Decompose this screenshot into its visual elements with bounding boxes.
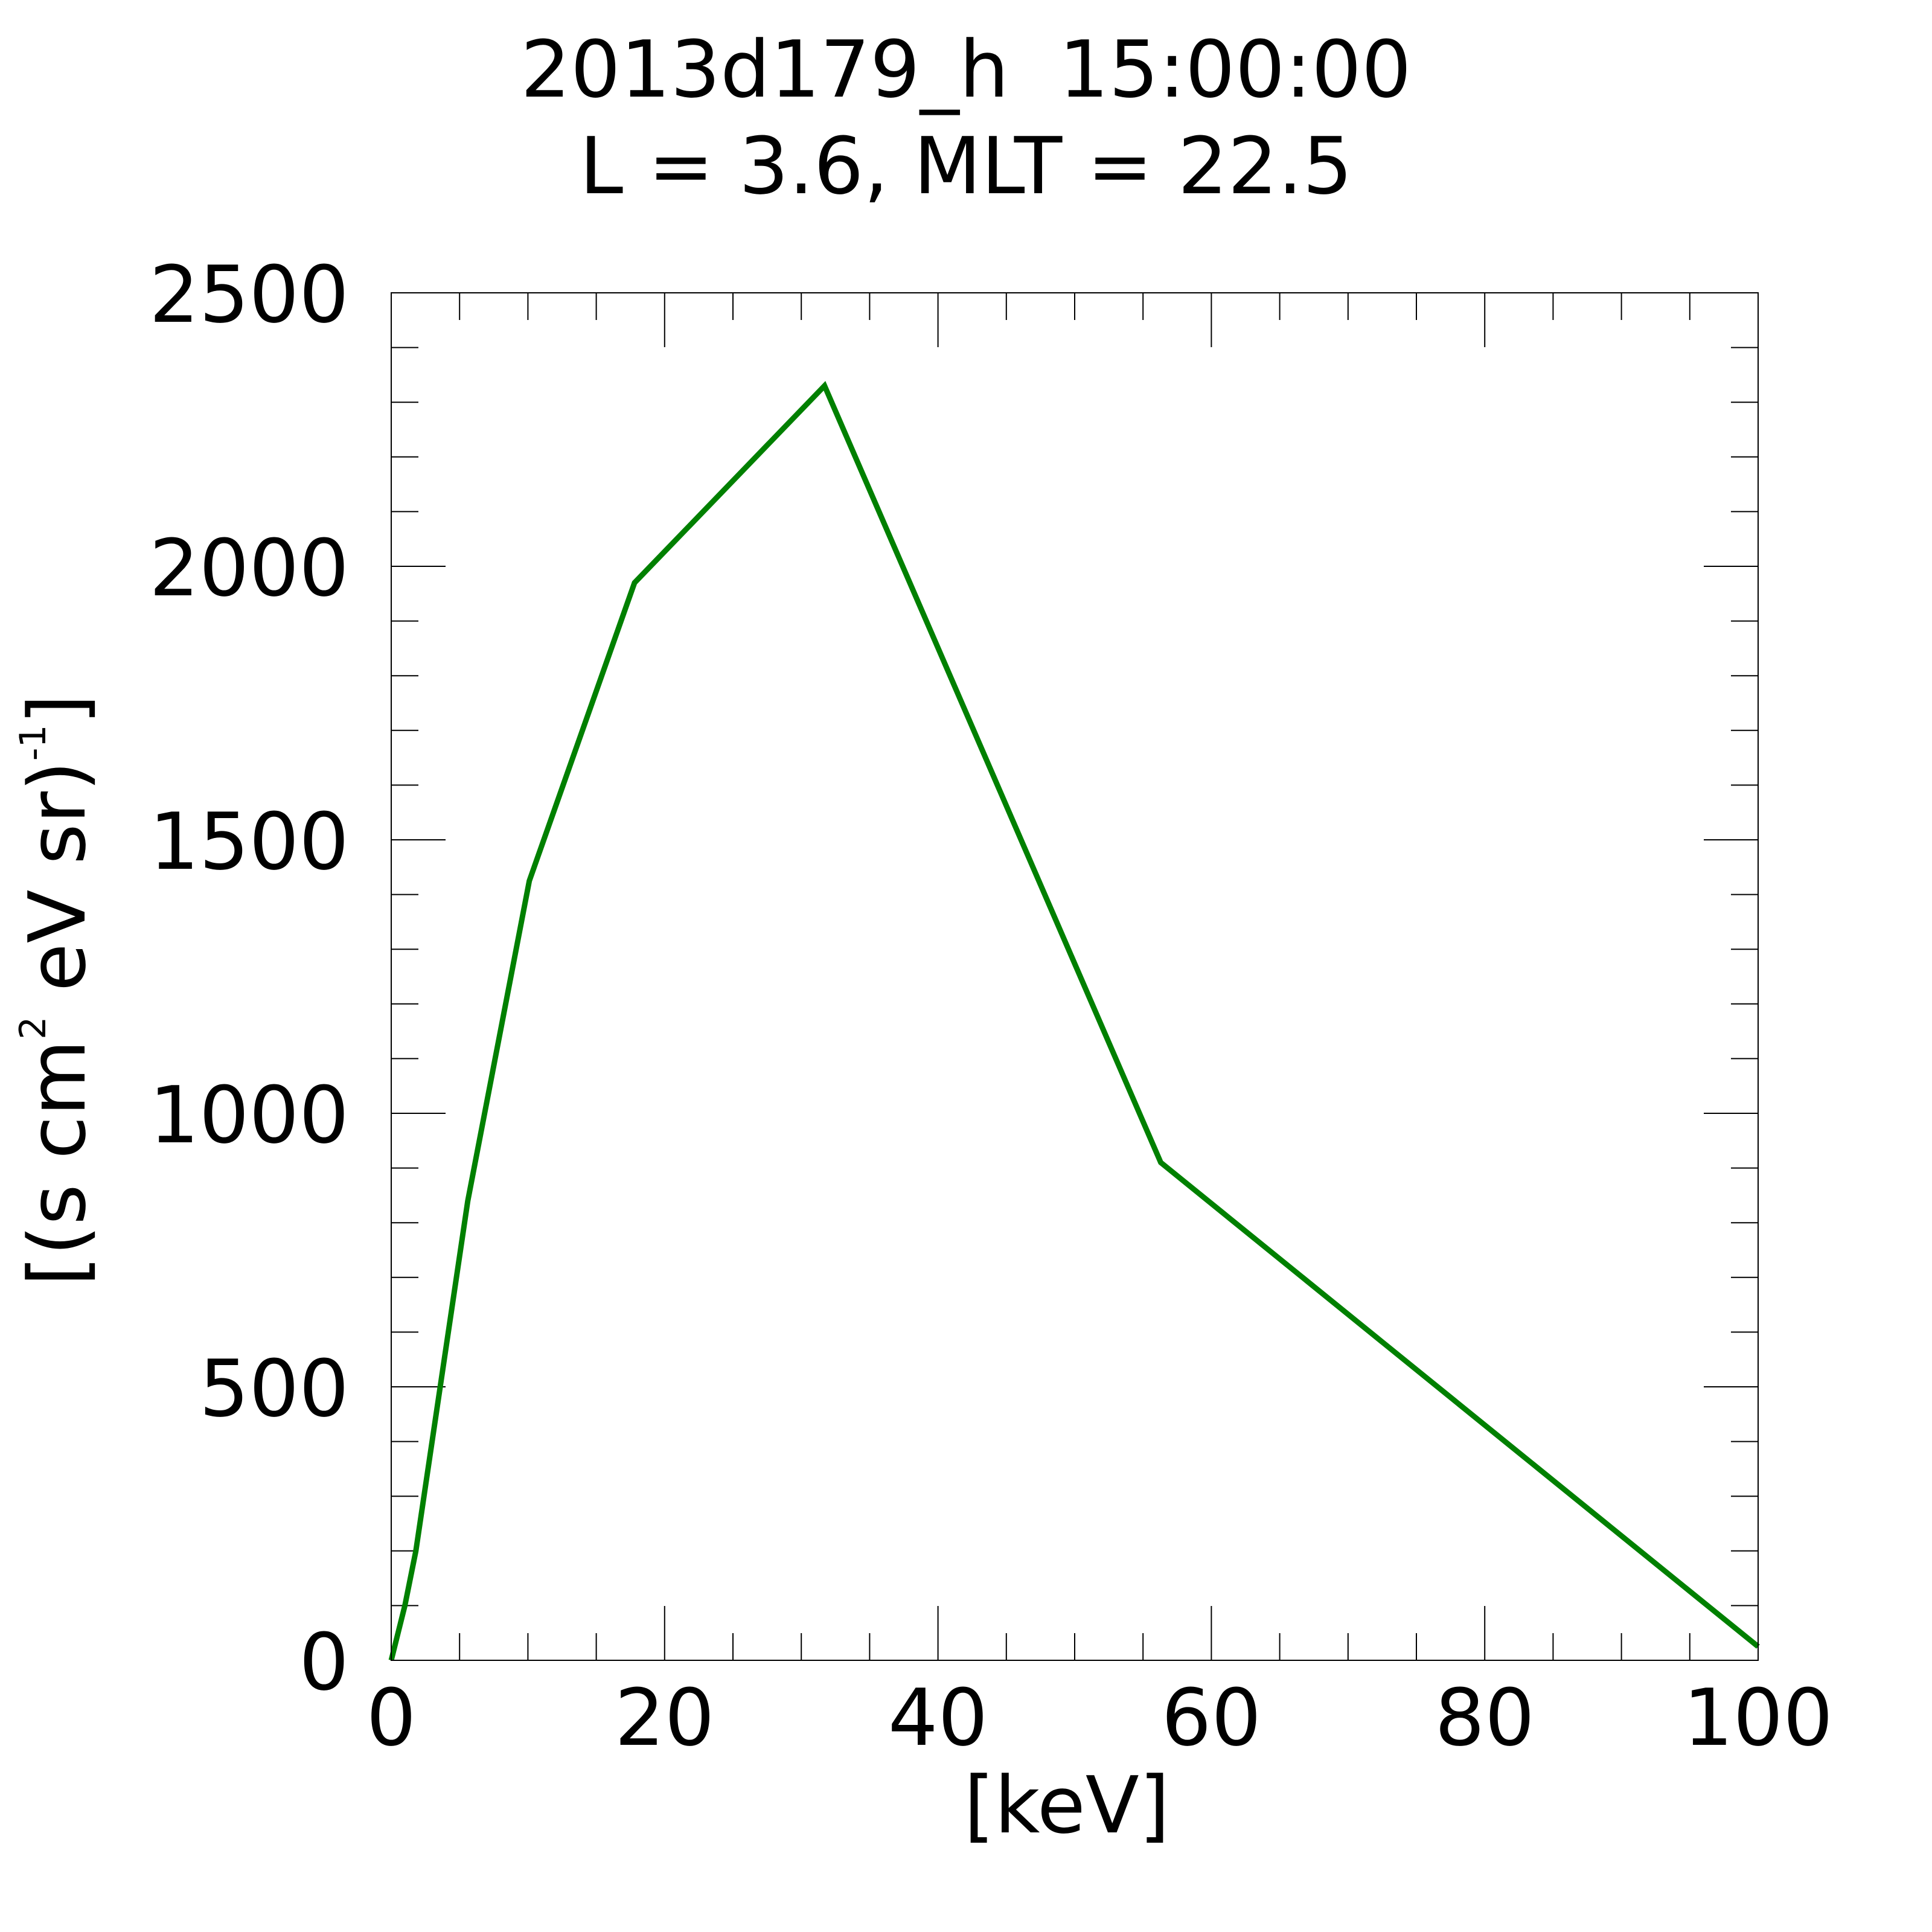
y-tick-label: 1000 xyxy=(149,1069,349,1161)
x-tick-label: 60 xyxy=(1162,1672,1261,1764)
x-tick-label: 80 xyxy=(1435,1672,1534,1764)
minor-ticks xyxy=(391,293,1758,1660)
y-axis-label-close: ] xyxy=(11,694,103,725)
y-tick-label: 0 xyxy=(299,1616,349,1708)
y-axis-label-sup2: -1 xyxy=(12,724,54,761)
y-tick-labels: 0 500 1000 1500 2000 2500 xyxy=(149,249,349,1708)
y-axis-label: [(s cm2 eV sr)-1] xyxy=(11,694,103,1287)
y-axis-label-sup1: 2 xyxy=(12,1017,54,1040)
y-tick-label: 1500 xyxy=(149,796,349,888)
y-axis-label-open: [(s cm xyxy=(11,1040,103,1287)
chart-title: 2013d179_h 15:00:00 xyxy=(520,24,1411,115)
x-tick-label: 100 xyxy=(1683,1672,1833,1764)
x-tick-labels: 0 20 40 60 80 100 xyxy=(366,1672,1833,1764)
plot-frame xyxy=(391,292,1759,1661)
x-axis-label: [keV] xyxy=(964,1759,1170,1851)
y-tick-label: 2000 xyxy=(149,522,349,614)
y-tick-label: 500 xyxy=(199,1343,349,1435)
major-ticks xyxy=(391,292,1759,1661)
series-lines xyxy=(388,381,1760,1662)
series-line xyxy=(388,381,1760,1662)
y-tick-label: 2500 xyxy=(149,249,349,341)
y-axis-label-middle: eV sr) xyxy=(11,761,103,1016)
chart-subtitle: L = 3.6, MLT = 22.5 xyxy=(580,120,1353,212)
x-tick-label: 20 xyxy=(615,1672,714,1764)
x-tick-label: 0 xyxy=(366,1672,417,1764)
x-tick-label: 40 xyxy=(888,1672,988,1764)
